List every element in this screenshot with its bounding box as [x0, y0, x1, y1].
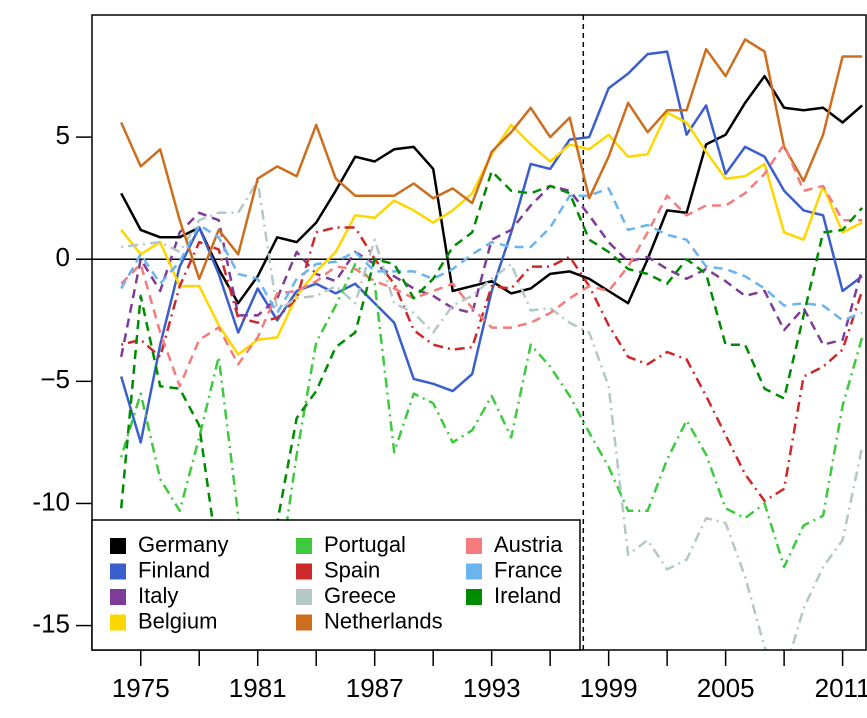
legend-swatch	[296, 538, 312, 554]
legend-swatch	[296, 589, 312, 605]
series-line	[120, 226, 864, 503]
legend-label: France	[494, 557, 562, 582]
x-tick-label: 2005	[697, 673, 755, 703]
legend-swatch	[466, 563, 482, 580]
y-tick-label: 5	[56, 120, 70, 150]
series-line	[120, 187, 863, 322]
legend-label: Finland	[138, 557, 210, 582]
legend-label: Spain	[324, 557, 380, 582]
legend-label: Portugal	[324, 532, 406, 557]
y-tick-label: -15	[32, 608, 70, 638]
legend-label: Germany	[138, 532, 228, 557]
legend-label: Greece	[324, 583, 396, 608]
x-tick-label: 1981	[229, 673, 287, 703]
x-tick-label: 2011	[815, 673, 867, 703]
legend-swatch	[466, 589, 482, 605]
series-line	[119, 184, 864, 358]
x-tick-label: 1993	[463, 673, 521, 703]
legend-swatch	[110, 614, 126, 631]
legend-swatch	[110, 589, 126, 605]
series-line	[120, 50, 863, 444]
legend-swatch	[296, 614, 312, 631]
series-line	[120, 38, 863, 281]
x-tick-label: 1987	[346, 673, 404, 703]
legend-label: Italy	[138, 583, 178, 608]
legend-label: Ireland	[494, 583, 561, 608]
legend-label: Belgium	[138, 608, 217, 633]
legend-swatch	[296, 563, 312, 580]
y-tick-label: −5	[40, 364, 70, 394]
legend-swatch	[466, 538, 482, 554]
legend-label: Austria	[494, 532, 563, 557]
x-tick-label: 1975	[112, 673, 170, 703]
x-tick-label: 1999	[580, 673, 638, 703]
series-line	[120, 74, 863, 305]
series-line	[121, 179, 864, 650]
legend-swatch	[110, 538, 126, 554]
series-line	[120, 143, 863, 388]
legend-box	[91, 519, 581, 651]
y-tick-label: -10	[32, 486, 70, 516]
y-tick-label: 0	[56, 242, 70, 272]
legend-label: Netherlands	[324, 608, 443, 633]
legend-swatch	[110, 563, 126, 580]
